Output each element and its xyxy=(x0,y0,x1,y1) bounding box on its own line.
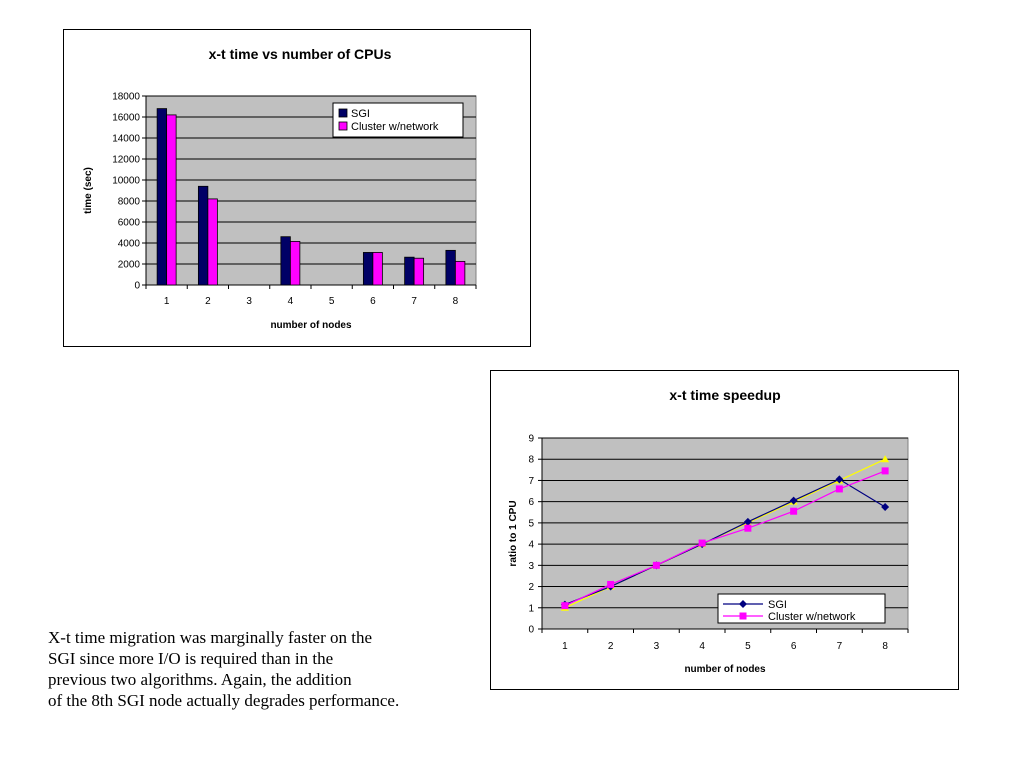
x-tick-label: 5 xyxy=(745,641,751,652)
x-axis-label: number of nodes xyxy=(684,664,766,675)
y-tick-label: 3 xyxy=(528,561,534,572)
y-tick-label: 18000 xyxy=(112,92,140,103)
series-point-1 xyxy=(744,524,752,532)
series-point-0 xyxy=(743,517,752,526)
bar-0 xyxy=(445,249,456,286)
bar-0 xyxy=(404,256,415,286)
series-point-2 xyxy=(881,455,890,463)
bar-1 xyxy=(372,252,383,286)
series-point-1 xyxy=(835,485,843,493)
y-tick-label: 5 xyxy=(528,518,534,529)
y-tick-label: 4 xyxy=(528,540,534,551)
x-tick-label: 6 xyxy=(370,296,376,307)
time-vs-cpus-chart: 0 2000 4000 6000 8000 10000 12000 14000 16000 180… xyxy=(63,29,531,347)
y-tick-label: 14000 xyxy=(112,134,140,145)
bar-0 xyxy=(197,185,209,286)
y-tick-label: 7 xyxy=(528,476,534,487)
series-line-0 xyxy=(564,478,886,606)
legend-box xyxy=(332,102,464,138)
x-tick-label: 3 xyxy=(654,641,660,652)
bar-1 xyxy=(454,260,466,286)
y-axis-label: ratio to 1 CPU xyxy=(508,500,519,566)
legend-label-1: Cluster w/network xyxy=(351,121,439,133)
x-tick-label: 3 xyxy=(246,296,252,307)
series-point-1 xyxy=(561,602,569,610)
y-tick-label: 6 xyxy=(528,497,534,508)
y-tick-label: 0 xyxy=(134,281,140,292)
bar-0 xyxy=(280,236,291,286)
x-tick-label: 7 xyxy=(837,641,843,652)
caption-line: SGI since more I/O is required than in t… xyxy=(48,649,334,668)
y-tick-label: 12000 xyxy=(112,155,140,166)
bar-1 xyxy=(207,198,218,286)
x-tick-label: 7 xyxy=(411,296,417,307)
speedup-svg: 0 1 2 3 4 5 6 7 8 9 1 2 3 4 5 6 7 8 x-t time speedup number… xyxy=(508,387,909,675)
speedup-chart: 0 1 2 3 4 5 6 7 8 9 1 2 3 4 5 6 7 8 x-t time speedup number… xyxy=(490,370,959,690)
series-line-1 xyxy=(564,470,886,607)
y-tick-label: 0 xyxy=(528,625,534,636)
y-tick-label: 6000 xyxy=(118,218,141,229)
legend-label-0: SGI xyxy=(768,599,787,611)
bar-1 xyxy=(166,114,177,286)
x-tick-label: 6 xyxy=(791,641,797,652)
x-tick-label: 4 xyxy=(699,641,705,652)
x-tick-label: 1 xyxy=(164,296,170,307)
caption-text: X-t time migration was marginally faster… xyxy=(48,627,488,711)
series-point-1 xyxy=(881,467,889,475)
bar-1 xyxy=(289,241,301,286)
chart-title: x-t time speedup xyxy=(669,387,780,403)
x-tick-label: 8 xyxy=(453,296,459,307)
x-tick-label: 2 xyxy=(608,641,614,652)
caption-line: of the 8th SGI node actually degrades pe… xyxy=(48,691,400,710)
x-axis-label: number of nodes xyxy=(270,320,352,331)
legend-marker-1 xyxy=(739,612,747,620)
legend-label-1: Cluster w/network xyxy=(768,611,856,623)
y-tick-label: 2000 xyxy=(118,260,141,271)
legend-marker-0 xyxy=(739,600,747,608)
series-point-1 xyxy=(790,507,798,515)
bar-0 xyxy=(362,252,374,286)
series-point-0 xyxy=(835,475,844,484)
x-tick-label: 2 xyxy=(205,296,211,307)
caption-line: X-t time migration was marginally faster… xyxy=(48,628,373,647)
series-point-0 xyxy=(789,496,798,505)
x-tick-label: 5 xyxy=(329,296,335,307)
y-axis-label: time (sec) xyxy=(83,167,94,214)
caption-line: previous two algorithms. Again, the addi… xyxy=(48,670,352,689)
y-tick-label: 1 xyxy=(528,603,534,614)
y-tick-label: 4000 xyxy=(118,239,141,250)
y-tick-label: 8 xyxy=(528,455,534,466)
time-vs-cpus-svg: 0 2000 4000 6000 8000 10000 12000 14000 16000 180… xyxy=(83,46,477,331)
y-tick-label: 2 xyxy=(528,582,534,593)
series-point-1 xyxy=(607,580,615,588)
series-point-1 xyxy=(652,561,660,569)
series-point-1 xyxy=(698,539,706,547)
series-point-0 xyxy=(881,502,890,511)
legend-swatch-1 xyxy=(338,121,348,131)
legend-label-0: SGI xyxy=(351,108,370,120)
y-tick-label: 9 xyxy=(528,434,534,445)
bar-1 xyxy=(413,257,425,286)
x-tick-label: 1 xyxy=(562,641,568,652)
bar-0 xyxy=(156,108,168,286)
chart-title: x-t time vs number of CPUs xyxy=(209,46,392,62)
legend-swatch-0 xyxy=(338,108,348,118)
y-tick-label: 16000 xyxy=(112,113,140,124)
y-tick-label: 10000 xyxy=(112,176,140,187)
x-tick-label: 8 xyxy=(882,641,888,652)
x-tick-label: 4 xyxy=(288,296,294,307)
y-tick-label: 8000 xyxy=(118,197,141,208)
